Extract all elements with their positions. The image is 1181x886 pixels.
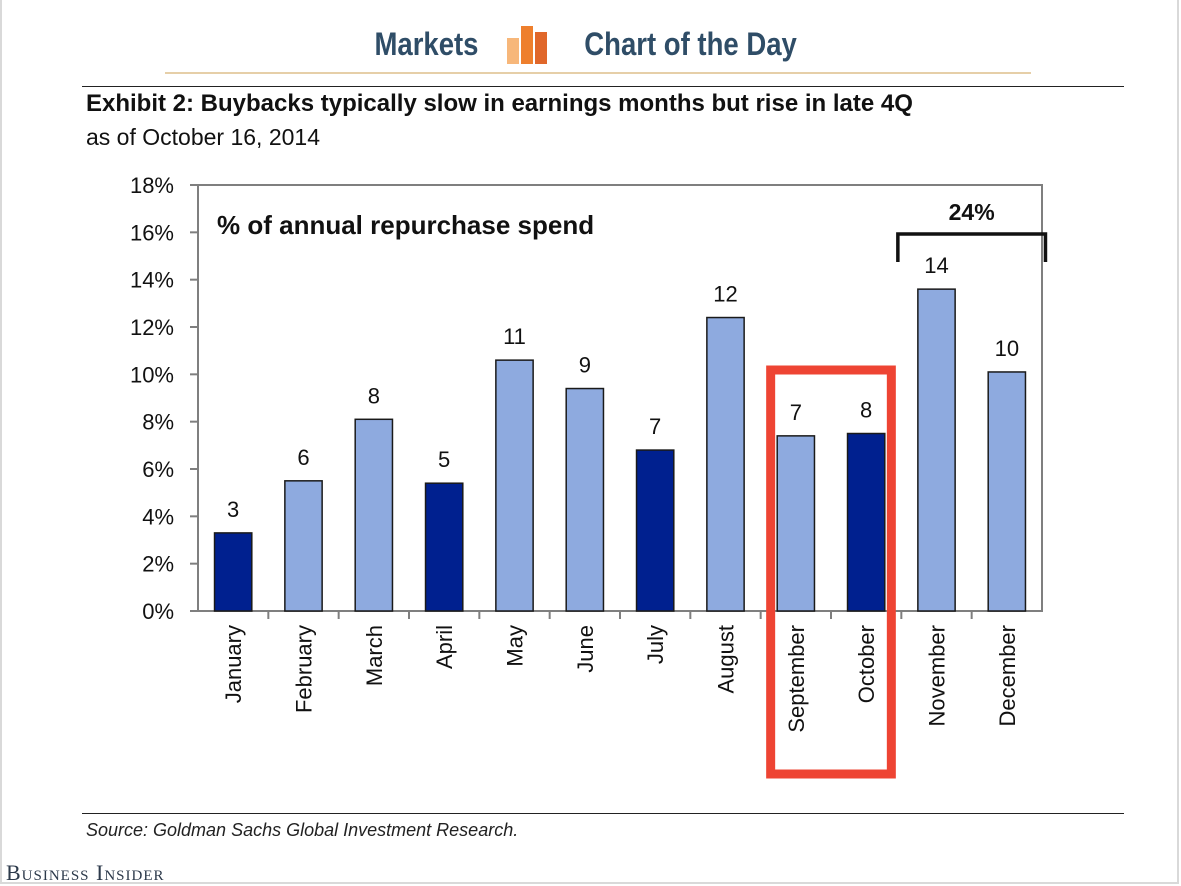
bar-september	[776, 435, 816, 612]
highlight-box	[766, 365, 896, 779]
x-tick-label: July	[643, 625, 668, 664]
footer-divider	[82, 813, 1124, 814]
bar-march	[354, 418, 394, 612]
x-tick-label: December	[995, 625, 1020, 726]
chart-title: % of annual repurchase spend	[217, 210, 594, 240]
x-tick-label: January	[221, 625, 246, 703]
bar-february	[284, 480, 323, 612]
y-tick-label: 2%	[142, 552, 174, 577]
y-tick-label: 14%	[130, 268, 174, 293]
bar-chart: 0% 2% 4% 6% 8% 10% 12% 14% 16% 18% % of annual rep…	[130, 173, 1048, 779]
banner-divider	[165, 72, 1031, 74]
data-label: 5	[438, 447, 450, 472]
x-tick-label: February	[292, 625, 317, 713]
data-label: 9	[579, 353, 591, 378]
x-tick-label: August	[714, 625, 739, 694]
banner: Markets Chart of the Day	[0, 16, 1181, 72]
bar-august	[706, 316, 745, 612]
bar-july	[635, 449, 675, 612]
data-label: 12	[713, 282, 737, 307]
x-tick-label: March	[362, 625, 387, 686]
exhibit-title: Exhibit 2: Buybacks typically slow in ea…	[86, 90, 913, 117]
data-label: 14	[924, 253, 948, 278]
y-tick-label: 8%	[142, 410, 174, 435]
plot-area: 0% 2% 4% 6% 8% 10% 12% 14% 16% 18% % of annual rep…	[130, 173, 1048, 779]
bar-chart-logo-icon	[507, 26, 548, 64]
bar-december	[987, 371, 1027, 612]
x-tick-label: April	[432, 625, 457, 669]
bracket	[896, 232, 1048, 262]
bracket-label: 24%	[949, 199, 995, 225]
exhibit-subtitle: as of October 16, 2014	[86, 124, 320, 150]
bar-may	[495, 359, 534, 612]
bar-april	[424, 482, 464, 612]
data-label: 8	[368, 383, 380, 408]
y-tick-label: 18%	[130, 173, 174, 198]
bar-october	[846, 432, 886, 612]
data-label: 7	[649, 414, 661, 439]
exhibit-divider	[82, 86, 1124, 87]
x-tick-label: October	[854, 625, 879, 703]
banner-right-label: Chart of the Day	[584, 25, 798, 62]
banner-left-label: Markets	[374, 25, 479, 62]
plot-border	[197, 184, 1043, 612]
brand-wordmark: Business Insider	[6, 860, 165, 885]
data-label: 3	[227, 497, 239, 522]
y-tick-label: 12%	[130, 315, 174, 340]
bar-january	[213, 532, 253, 612]
y-tick-label: 10%	[130, 362, 174, 387]
source-note: Source: Goldman Sachs Global Investment …	[86, 820, 519, 840]
data-label: 7	[790, 400, 802, 425]
x-tick-label: June	[573, 625, 598, 673]
bar-june	[565, 387, 605, 612]
data-label: 11	[503, 324, 526, 349]
x-tick-label: September	[784, 625, 809, 733]
data-label: 8	[860, 398, 872, 423]
x-tick-label: November	[925, 625, 950, 726]
y-tick-label: 4%	[142, 504, 174, 529]
y-tick-label: 0%	[142, 599, 174, 624]
data-label: 10	[995, 336, 1019, 361]
y-tick-label: 6%	[142, 457, 174, 482]
y-tick-label: 16%	[130, 220, 174, 245]
bar-november	[917, 288, 956, 612]
x-tick-label: May	[503, 625, 528, 667]
data-label: 6	[297, 445, 309, 470]
